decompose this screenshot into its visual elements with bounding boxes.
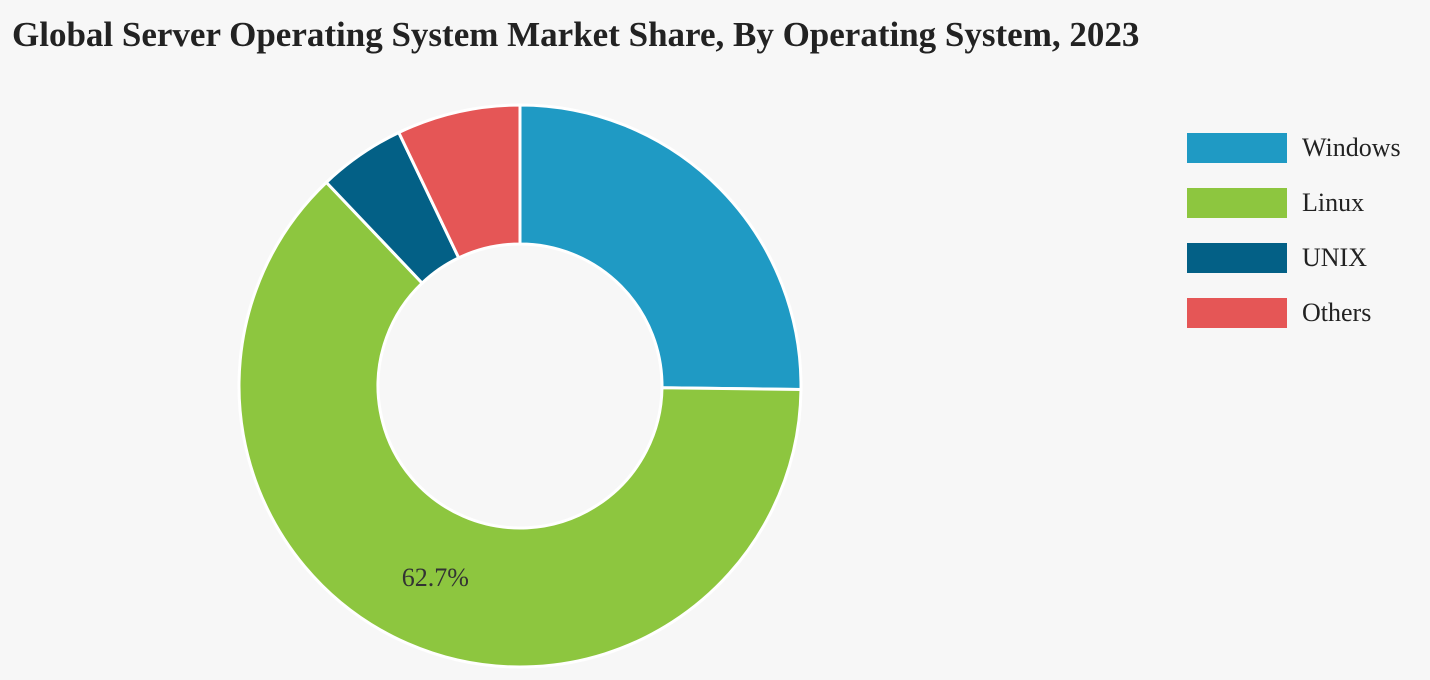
slice-linux (237, 180, 803, 669)
slice-others (397, 103, 522, 260)
legend-item-others[interactable]: Others (1187, 285, 1401, 340)
legend-label-windows: Windows (1302, 132, 1401, 162)
slice-windows (518, 103, 803, 392)
legend-swatch-windows (1187, 132, 1287, 163)
chart-title: Global Server Operating System Market Sh… (12, 15, 1140, 54)
data-label-linux: 62.7% (402, 563, 469, 592)
legend-swatch-others (1187, 297, 1287, 328)
legend-label-unix: UNIX (1302, 242, 1367, 272)
legend-item-unix[interactable]: UNIX (1187, 230, 1401, 285)
legend-swatch-unix (1187, 242, 1287, 273)
legend-item-windows[interactable]: Windows (1187, 120, 1401, 175)
chart-legend: Windows Linux UNIX Others (1187, 120, 1401, 340)
legend-label-others: Others (1302, 297, 1372, 327)
legend-swatch-linux (1187, 187, 1287, 218)
legend-label-linux: Linux (1302, 187, 1365, 217)
legend-item-linux[interactable]: Linux (1187, 175, 1401, 230)
